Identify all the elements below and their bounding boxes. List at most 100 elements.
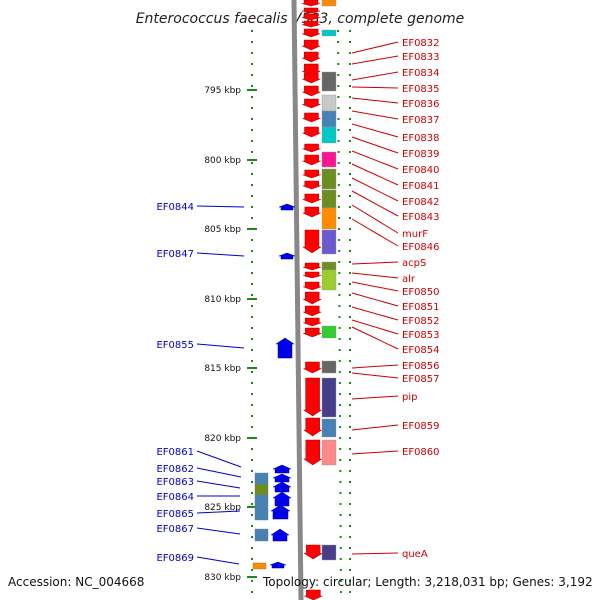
forward-gene-arrow[interactable] <box>303 271 322 279</box>
label-leader-ef0860 <box>351 450 399 455</box>
gene-label-quea[interactable]: queA <box>402 549 428 560</box>
gene-label-ef0859[interactable]: EF0859 <box>402 421 440 432</box>
gene-label-ef0865[interactable]: EF0865 <box>156 509 194 520</box>
gene-label-ef0854[interactable]: EF0854 <box>402 345 440 356</box>
gene-label-ef0840[interactable]: EF0840 <box>402 165 440 176</box>
gene-label-ef0841[interactable]: EF0841 <box>402 181 440 192</box>
cog-blocks <box>321 0 337 561</box>
forward-gene-arrow[interactable] <box>303 361 322 374</box>
gene-label-ef0832[interactable]: EF0832 <box>402 38 440 49</box>
label-leader-ef0857 <box>351 372 399 379</box>
reverse-gene-arrow[interactable] <box>275 337 295 359</box>
reverse-gene-arrow[interactable] <box>270 528 290 542</box>
forward-gene-arrow[interactable] <box>302 51 321 63</box>
forward-gene-arrow[interactable] <box>302 262 322 271</box>
gene-label-acps[interactable]: acpS <box>402 258 426 269</box>
forward-gene-arrow[interactable] <box>302 143 321 153</box>
reverse-gene-arrow[interactable] <box>272 464 292 474</box>
forward-gene-arrow[interactable] <box>303 291 322 305</box>
reverse-gene-arrow[interactable] <box>272 473 292 483</box>
forward-gene-arrow[interactable] <box>302 169 321 179</box>
reverse-gene-arrow[interactable] <box>278 203 296 211</box>
forward-gene-arrow[interactable] <box>302 377 323 417</box>
reverse-gene-arrow[interactable] <box>270 504 291 520</box>
forward-gene-arrow[interactable] <box>303 327 322 338</box>
forward-gene-arrow[interactable] <box>302 13 321 21</box>
gene-label-ef0867[interactable]: EF0867 <box>156 524 194 535</box>
gene-label-ef0844[interactable]: EF0844 <box>156 202 194 213</box>
gene-label-ef0860[interactable]: EF0860 <box>402 447 440 458</box>
forward-gene-arrow[interactable] <box>301 7 321 14</box>
forward-gene-arrow[interactable] <box>303 544 324 560</box>
reverse-gene-arrow[interactable] <box>269 561 287 569</box>
gene-label-ef0837[interactable]: EF0837 <box>402 115 440 126</box>
cog-category-block <box>321 29 337 37</box>
forward-gene-arrow[interactable] <box>303 281 322 291</box>
forward-gene-arrow[interactable] <box>302 229 322 254</box>
gene-label-ef0863[interactable]: EF0863 <box>156 477 194 488</box>
forward-gene-arrow[interactable] <box>302 72 321 84</box>
reverse-cog-block <box>254 483 269 496</box>
reverse-gene-labels: EF0844 EF0847 EF0855 EF0861 EF0862 EF0863 EF08… <box>156 202 245 565</box>
gene-label-ef0856[interactable]: EF0856 <box>402 361 440 372</box>
forward-gene-arrow[interactable] <box>302 154 321 166</box>
gene-label-ef0834[interactable]: EF0834 <box>402 68 440 79</box>
label-leader-murf <box>351 204 399 234</box>
cog-category-block <box>321 207 337 230</box>
gene-label-ef0861[interactable]: EF0861 <box>156 447 194 458</box>
forward-gene-arrow[interactable] <box>302 85 321 97</box>
label-leader-ef0856 <box>351 364 399 369</box>
forward-gene-arrow[interactable] <box>302 206 321 218</box>
reverse-gene-arrow[interactable] <box>278 252 296 260</box>
forward-gene-arrow[interactable] <box>302 98 321 109</box>
gene-label-ef0857[interactable]: EF0857 <box>402 374 440 385</box>
gene-label-ef0833[interactable]: EF0833 <box>402 52 440 63</box>
forward-gene-arrow[interactable] <box>302 193 321 204</box>
gene-label-ef0862[interactable]: EF0862 <box>156 464 194 475</box>
gene-label-pip[interactable]: pip <box>402 392 417 403</box>
gene-label-ef0853[interactable]: EF0853 <box>402 330 440 341</box>
gene-label-ef0852[interactable]: EF0852 <box>402 316 440 327</box>
forward-gene-arrow[interactable] <box>302 112 321 123</box>
forward-gene-arrow[interactable] <box>302 417 323 437</box>
gene-label-ef0842[interactable]: EF0842 <box>402 197 440 208</box>
gene-label-ef0855[interactable]: EF0855 <box>156 340 194 351</box>
gene-label-ef0864[interactable]: EF0864 <box>156 492 194 503</box>
gene-label-ef0869[interactable]: EF0869 <box>156 553 194 564</box>
forward-gene-arrow[interactable] <box>301 0 321 7</box>
gene-label-ef0850[interactable]: EF0850 <box>402 287 440 298</box>
gene-label-ef0847[interactable]: EF0847 <box>156 249 194 260</box>
accession-text: Accession: NC_004668 <box>8 575 144 589</box>
gene-label-ef0846[interactable]: EF0846 <box>402 242 440 253</box>
label-leader-ef0833 <box>351 55 399 65</box>
scale-label-805-kbp: 805 kbp <box>204 225 241 235</box>
gene-label-ef0835[interactable]: EF0835 <box>402 84 440 95</box>
forward-gene-arrow[interactable] <box>302 439 323 466</box>
forward-gene-arrow[interactable] <box>303 317 322 327</box>
gene-label-murf[interactable]: murF <box>402 229 428 240</box>
gene-label-alr[interactable]: alr <box>402 274 416 285</box>
forward-gene-arrow[interactable] <box>302 180 321 190</box>
label-leader-ef0855 <box>196 343 245 349</box>
cog-category-block <box>321 544 337 561</box>
forward-gene-arrow[interactable] <box>303 305 322 317</box>
forward-gene-arrow[interactable] <box>302 20 321 28</box>
cog-category-block <box>321 229 337 255</box>
cog-category-block <box>321 261 337 271</box>
reverse-gene-arrow[interactable] <box>272 481 292 493</box>
forward-gene-arrow[interactable] <box>304 589 323 600</box>
forward-gene-arrow[interactable] <box>302 126 321 138</box>
reverse-cog-block <box>254 528 269 542</box>
gene-label-ef0836[interactable]: EF0836 <box>402 99 440 110</box>
gene-label-ef0839[interactable]: EF0839 <box>402 149 440 160</box>
gene-label-ef0838[interactable]: EF0838 <box>402 133 440 144</box>
forward-gene-arrow[interactable] <box>302 39 321 51</box>
reverse-gene-arrow[interactable] <box>272 491 292 507</box>
scale-label-820-kbp: 820 kbp <box>204 434 241 444</box>
label-leader-ef0863 <box>196 480 241 489</box>
forward-gene-arrow[interactable] <box>302 28 321 38</box>
gene-label-ef0843[interactable]: EF0843 <box>402 212 440 223</box>
scale-label-830-kbp: 830 kbp <box>204 573 241 583</box>
gene-label-ef0851[interactable]: EF0851 <box>402 302 440 313</box>
label-leader-pip <box>351 395 399 400</box>
